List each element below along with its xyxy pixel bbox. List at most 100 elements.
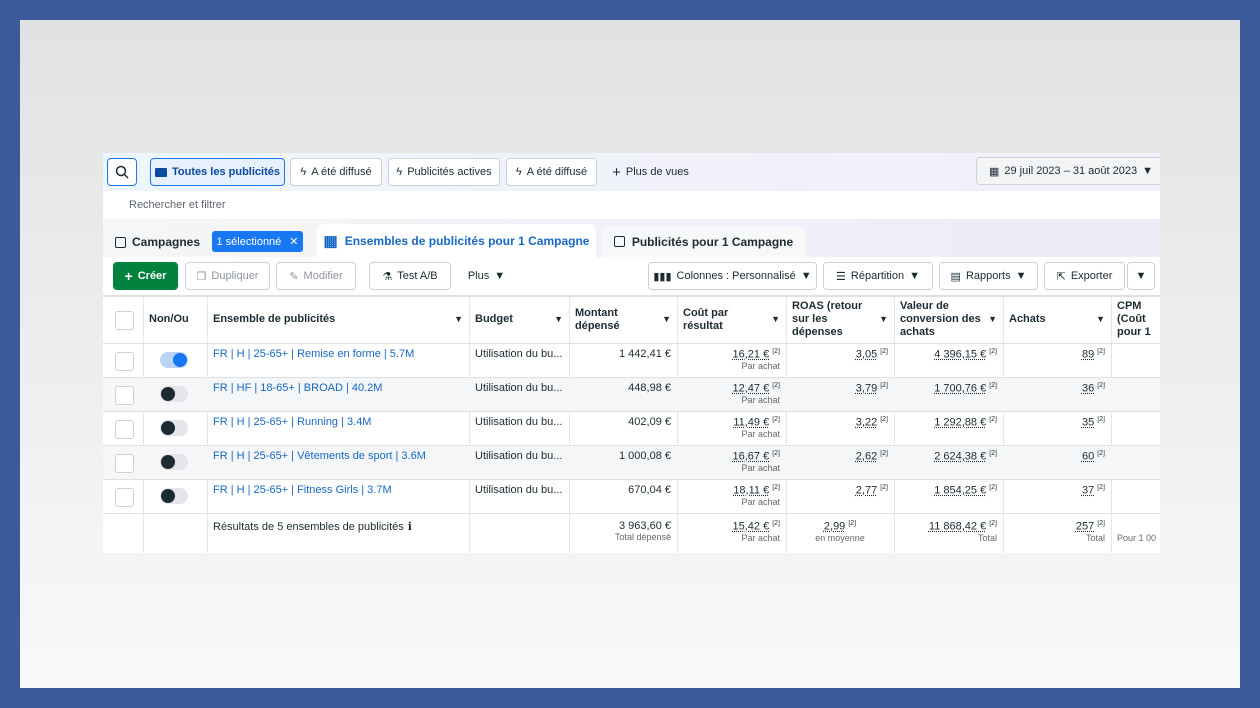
column-header[interactable]: Valeur de conversion des achats ▼ [894, 296, 1003, 343]
column-header[interactable]: Achats ▼ [1003, 296, 1111, 343]
campaigns-tab[interactable]: Campagnes [115, 235, 200, 249]
toggle[interactable] [160, 488, 188, 504]
row-divider [103, 513, 1160, 514]
purchases: 60 [2] [1003, 450, 1111, 463]
note-marker: [2] [880, 382, 888, 389]
column-divider [569, 296, 570, 553]
spent: 670,04 € [569, 484, 677, 496]
column-header[interactable]: ROAS (retour sur les dépenses publicitai… [786, 296, 894, 343]
header-text: CPM (Coût pour 1 000 impressions) [1117, 300, 1151, 338]
column-header[interactable]: Montant dépensé ▼ [569, 296, 677, 343]
search-input[interactable]: Rechercher et filtrer [129, 199, 226, 211]
spent-text: 1 442,41 € [619, 348, 671, 360]
toggle[interactable] [160, 454, 188, 470]
value: 2 624,38 € [2] [894, 450, 1003, 463]
row-stripe [103, 446, 1160, 479]
spent: 1 442,41 € [569, 348, 677, 360]
note-marker: [2] [772, 348, 780, 355]
selected-chip[interactable]: 1 sélectionné ✕ [212, 231, 303, 252]
breakdown-button[interactable]: ☰ Répartition ▼ [823, 262, 933, 290]
budget-text: Utilisation du bu... [475, 484, 563, 496]
info-icon: ℹ [407, 521, 412, 533]
duplicate-button[interactable]: ❐ Dupliquer [185, 262, 270, 290]
row-checkbox[interactable] [115, 352, 134, 371]
toggle[interactable] [160, 352, 188, 368]
toggle-knob [161, 387, 175, 401]
ad-set-name[interactable]: FR | HF | 18-65+ | BROAD | 40.2M [207, 382, 469, 394]
toggle[interactable] [160, 420, 188, 436]
name-text: FR | H | 25-65+ | Vêtements de sport | 3… [213, 450, 426, 462]
columns-button[interactable]: ▮▮▮ Colonnes : Personnalisé ▼ [648, 262, 817, 290]
ads-tab[interactable]: Publicités pour 1 Campagne [601, 226, 806, 257]
row-divider [103, 479, 1160, 480]
column-divider [894, 296, 895, 553]
view-tab[interactable]: Toutes les publicités [150, 158, 285, 186]
ad-sets-tab[interactable]: ▦ Ensembles de publicités pour 1 Campagne [317, 224, 596, 257]
column-divider [1003, 296, 1004, 553]
value-text: 1 292,88 € [934, 416, 987, 429]
note-marker: [2] [772, 450, 780, 457]
spent: 448,98 € [569, 382, 677, 394]
column-header[interactable]: Non/Ou [143, 296, 207, 343]
export-button[interactable]: ⇱ Exporter [1044, 262, 1125, 290]
note-marker: [2] [772, 484, 780, 491]
spent: 1 000,08 € [569, 450, 677, 462]
edit-button[interactable]: ✎ Modifier [276, 262, 356, 290]
note-marker: [2] [989, 348, 997, 355]
toggle[interactable] [160, 386, 188, 402]
column-header[interactable]: Budget ▼ [469, 296, 569, 343]
purchases-text: 35 [1081, 416, 1095, 429]
ad-set-name[interactable]: FR | H | 25-65+ | Running | 3.4M [207, 416, 469, 428]
name-text: FR | HF | 18-65+ | BROAD | 40.2M [213, 382, 383, 394]
row-divider [103, 377, 1160, 378]
spent-text: 402,09 € [628, 416, 671, 428]
search-button[interactable] [107, 158, 137, 186]
note-marker: [2] [848, 520, 857, 527]
cost: 12,47 € [2] Par achat [677, 382, 786, 405]
cost-sub: Par achat [741, 360, 780, 371]
toggle-knob [161, 421, 175, 435]
note-marker: [2] [1097, 520, 1105, 527]
note-marker: [2] [989, 484, 997, 491]
budget: Utilisation du bu... [469, 416, 569, 428]
spent-text: 448,98 € [628, 382, 671, 394]
ad-set-name[interactable]: FR | H | 25-65+ | Fitness Girls | 3.7M [207, 484, 469, 496]
roas: 3,05 [2] [786, 348, 894, 361]
header-text: Achats [1009, 313, 1046, 325]
row-divider [103, 296, 1160, 297]
row-checkbox[interactable] [115, 386, 134, 405]
footer-spent-sub: Total dépensé [614, 532, 671, 542]
export-menu[interactable]: ▼ [1127, 262, 1155, 290]
column-header[interactable]: Coût par résultat ▼ [677, 296, 786, 343]
sort-caret: ▼ [554, 314, 563, 324]
header-text: Budget [475, 313, 513, 325]
column-header[interactable]: CPM (Coût pour 1 000 impressions) [1111, 296, 1160, 343]
cost-sub: Par achat [741, 428, 780, 439]
footer-roas-line: 2,99 [2] [792, 520, 888, 533]
ab-test-button[interactable]: ⚗ Test A/B [369, 262, 451, 290]
column-header[interactable]: Ensemble de publicités ▼ [207, 296, 469, 343]
ad-set-name[interactable]: FR | H | 25-65+ | Remise en forme | 5.7M [207, 348, 469, 360]
ad-set-name[interactable]: FR | H | 25-65+ | Vêtements de sport | 3… [207, 450, 469, 462]
create-button[interactable]: + Créer [113, 262, 178, 290]
more-button[interactable]: Plus ▼ [460, 262, 513, 290]
date-picker[interactable]: ▦ 29 juil 2023 – 31 août 2023 ▼ [976, 157, 1160, 185]
footer-cost: 15,42 € [2] Par achat [677, 520, 786, 543]
note-marker: [2] [1097, 382, 1105, 389]
row-checkbox[interactable] [115, 454, 134, 473]
view-tab[interactable]: ϟ Publicités actives [388, 158, 500, 186]
reports-button[interactable]: ▤ Rapports ▼ [939, 262, 1038, 290]
header-text: ROAS (retour sur les dépenses publicitai… [792, 300, 863, 338]
roas: 3,22 [2] [786, 416, 894, 429]
row-checkbox[interactable] [115, 420, 134, 439]
budget-text: Utilisation du bu... [475, 450, 563, 462]
purchases: 37 [2] [1003, 484, 1111, 497]
value: 1 854,25 € [2] [894, 484, 1003, 497]
roas-text: 3,22 [855, 416, 878, 429]
more-views[interactable]: + Plus de vues [612, 163, 689, 181]
row-divider [103, 411, 1160, 412]
row-checkbox[interactable] [115, 488, 134, 507]
